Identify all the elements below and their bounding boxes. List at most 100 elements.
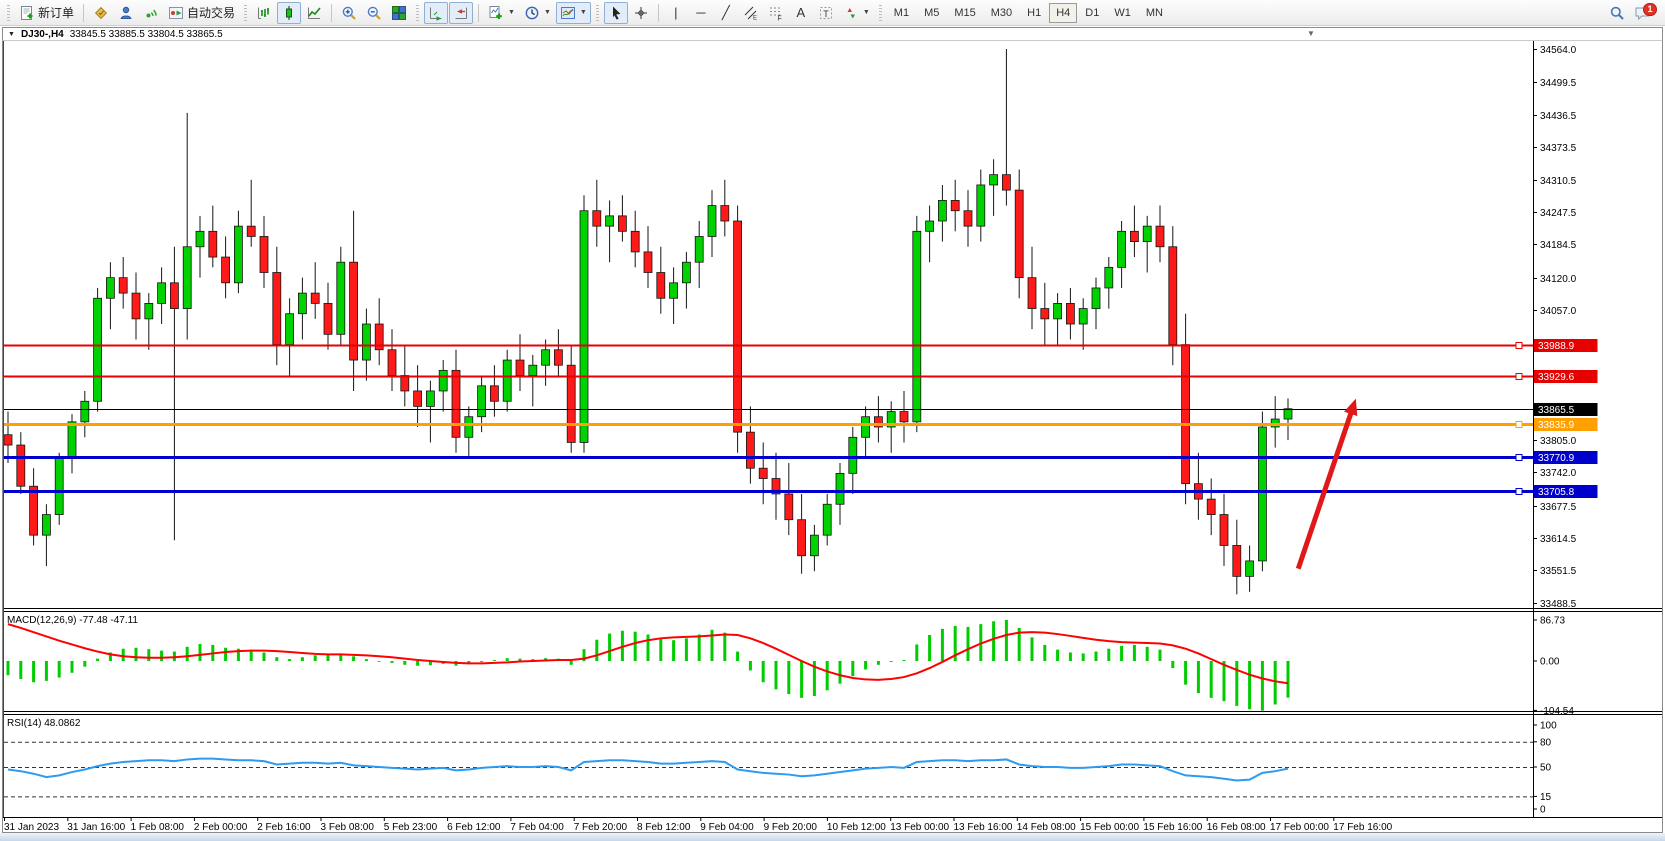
market-button[interactable]: [89, 2, 113, 24]
candle-up: [1053, 303, 1062, 320]
periods-button[interactable]: ▼: [520, 2, 555, 24]
tile-windows-button[interactable]: [387, 2, 411, 24]
candle-down: [950, 200, 960, 212]
zoom-out-button[interactable]: [362, 2, 386, 24]
chart-plot-area[interactable]: [4, 41, 1533, 608]
crosshair-button[interactable]: [629, 2, 653, 24]
fibonacci-button[interactable]: F: [764, 2, 788, 24]
line-chart-button[interactable]: [302, 2, 326, 24]
price-badge-label: 33929.6: [1538, 372, 1575, 383]
time-label: 15 Feb 00:00: [1080, 822, 1139, 832]
notifications-button[interactable]: 1: [1630, 2, 1657, 24]
trend-arrow-annotation[interactable]: [1295, 409, 1355, 570]
profile-button[interactable]: [114, 2, 138, 24]
vertical-line-button[interactable]: |: [664, 2, 688, 24]
arrows-button[interactable]: ▼: [839, 2, 874, 24]
signals-button[interactable]: [139, 2, 163, 24]
macd-histogram-bar: [825, 661, 829, 691]
chart-shift-button[interactable]: [449, 1, 474, 24]
macd-histogram-bar: [902, 660, 906, 661]
time-label: 15 Feb 16:00: [1143, 822, 1202, 832]
timeframe-h4-button[interactable]: H4: [1049, 2, 1078, 23]
templates-button[interactable]: ▼: [555, 1, 591, 24]
macd-histogram-bar: [1248, 661, 1252, 710]
candlestick-chart-button[interactable]: [277, 1, 302, 24]
macd-histogram-bar: [1171, 661, 1175, 669]
autotrading-button[interactable]: 自动交易: [164, 2, 239, 24]
macd-histogram-bar: [352, 656, 356, 661]
zoom-in-button[interactable]: [337, 2, 361, 24]
market-gold-icon: [94, 6, 108, 19]
bar-chart-button[interactable]: [252, 2, 276, 24]
indicators-button[interactable]: ▼: [484, 2, 519, 24]
time-axis[interactable]: 31 Jan 2023 31 Jan 16:00 1 Feb 08:00 2 Feb …: [4, 817, 1393, 832]
candle-down: [323, 303, 333, 335]
chart-shift-marker[interactable]: ▼: [1307, 29, 1315, 38]
trendline-icon: ╱: [721, 5, 730, 20]
candle-down: [1206, 498, 1216, 515]
timeframe-d1-button[interactable]: D1: [1078, 3, 1106, 23]
line-drag-handle[interactable]: [1515, 373, 1523, 380]
text-button[interactable]: A: [789, 2, 813, 24]
macd-histogram-bar: [326, 654, 330, 661]
candles: [3, 49, 1293, 595]
candle-down: [643, 251, 653, 273]
cursor-button[interactable]: [603, 1, 628, 24]
macd-histogram-bar: [787, 661, 791, 695]
timeframe-h1-button[interactable]: H1: [1020, 3, 1048, 23]
candle-down: [1232, 545, 1242, 577]
candle-up: [195, 230, 205, 248]
macd-histogram-bar: [275, 657, 279, 661]
timeframe-mn-button[interactable]: MN: [1139, 3, 1170, 23]
candle-up: [54, 457, 64, 515]
trendline-button[interactable]: ╱: [714, 2, 738, 24]
svg-text:E: E: [753, 15, 757, 21]
macd-histogram-bar: [736, 651, 740, 661]
dropdown-caret-icon: ▼: [862, 9, 870, 16]
equidistant-channel-button[interactable]: E: [739, 2, 763, 24]
macd-histogram-bar: [582, 649, 586, 661]
time-label: 7 Feb 20:00: [574, 822, 628, 832]
candle-down: [272, 272, 282, 346]
macd-tick-label: 86.73: [1540, 616, 1565, 627]
chart-menu-icon[interactable]: ▼: [8, 30, 15, 38]
candle-down: [656, 272, 666, 299]
macd-histogram-bar: [6, 661, 10, 676]
line-drag-handle[interactable]: [1515, 342, 1523, 349]
candle-down: [1027, 277, 1037, 309]
time-label: 2 Feb 16:00: [257, 822, 311, 832]
price-badge-label: 33865.5: [1538, 405, 1575, 416]
macd-histogram-bar: [1286, 661, 1290, 698]
timeframe-m15-button[interactable]: M15: [947, 3, 982, 23]
macd-histogram-bar: [1094, 651, 1098, 661]
text-label-button[interactable]: T: [814, 2, 838, 24]
trend-arrow-head[interactable]: [1344, 398, 1358, 417]
line-drag-handle[interactable]: [1515, 454, 1523, 461]
candle-down: [771, 478, 781, 495]
bar-chart-icon: [258, 7, 270, 19]
price-badge-label: 33988.9: [1538, 341, 1575, 352]
search-button[interactable]: [1605, 2, 1629, 24]
rsi-tick-label: 0: [1540, 805, 1546, 816]
macd-histogram-bar: [339, 653, 343, 661]
candle-up: [1283, 408, 1293, 420]
candle-down: [899, 411, 909, 423]
auto-scroll-button[interactable]: [424, 1, 449, 24]
macd-histogram-bar: [185, 646, 189, 661]
candle-down: [1040, 308, 1050, 320]
candle-up: [605, 215, 614, 227]
rsi-tick-label: 50: [1540, 763, 1552, 774]
timeframe-w1-button[interactable]: W1: [1107, 3, 1138, 23]
candle-down: [515, 359, 525, 376]
window-bottom-edge: [0, 833, 1665, 841]
candle-down: [1181, 344, 1190, 485]
timeframe-m1-button[interactable]: M1: [887, 3, 916, 23]
timeframe-m30-button[interactable]: M30: [984, 3, 1019, 23]
horizontal-line-button[interactable]: ─: [689, 2, 713, 24]
timeframe-m5-button[interactable]: M5: [917, 3, 946, 23]
candle-down: [1168, 246, 1178, 346]
new-order-button[interactable]: 新订单: [15, 2, 78, 24]
price-tick-label: 34373.5: [1540, 143, 1577, 154]
line-drag-handle[interactable]: [1515, 421, 1523, 428]
line-drag-handle[interactable]: [1515, 488, 1523, 495]
